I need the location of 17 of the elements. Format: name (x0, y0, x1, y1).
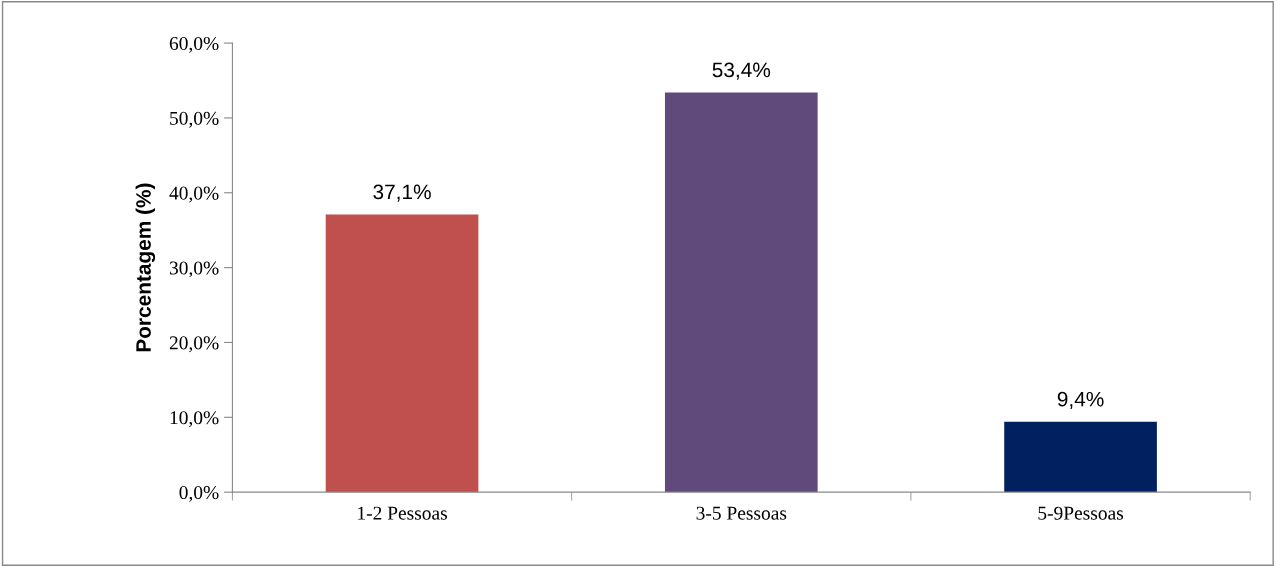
data-label: 9,4% (1057, 391, 1104, 410)
bar (664, 92, 818, 493)
y-tick-label: 40,0% (169, 186, 219, 203)
y-tick-label: 20,0% (169, 336, 219, 353)
y-tick-label: 60,0% (169, 36, 219, 53)
data-label: 53,4% (712, 62, 771, 80)
y-tick-label: 0,0% (179, 485, 219, 502)
x-tick-label: 1-2 Pessoas (358, 506, 447, 520)
y-tick-label: 10,0% (170, 411, 219, 428)
y-tick-label: 50,0% (170, 111, 219, 128)
x-tick-label: 5-9Pessoas (1038, 506, 1124, 520)
bar (325, 214, 479, 493)
x-tick-label: 3-5 Pessoas (696, 506, 787, 520)
y-axis-title: Porcentagem (%) (135, 183, 156, 352)
bar (1004, 421, 1157, 493)
y-tick-label: 30,0% (169, 261, 219, 278)
data-label: 37,1% (373, 184, 431, 202)
